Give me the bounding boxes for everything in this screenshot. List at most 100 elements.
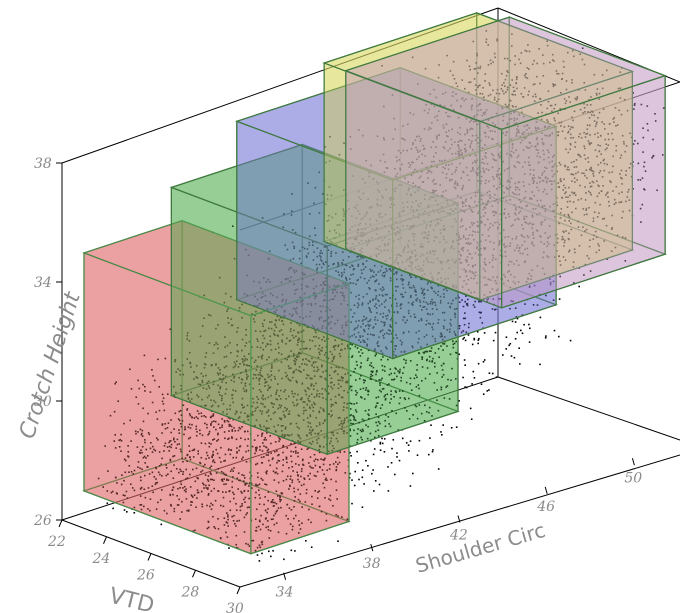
scatter-point <box>449 328 451 331</box>
scatter-point <box>335 514 337 516</box>
scatter-point <box>426 343 428 346</box>
scatter-point <box>201 503 203 506</box>
scatter-point <box>341 425 344 428</box>
scatter-point <box>443 293 445 295</box>
scatter-point <box>451 258 454 261</box>
scatter-point <box>169 440 172 442</box>
scatter-point <box>299 528 302 530</box>
scatter-point <box>293 517 295 520</box>
scatter-point <box>351 225 353 228</box>
scatter-point <box>246 414 249 417</box>
scatter-point <box>497 227 499 230</box>
scatter-point <box>564 239 566 242</box>
scatter-point <box>467 264 470 266</box>
scatter-point <box>266 470 268 472</box>
scatter-point <box>504 78 507 81</box>
scatter-point <box>381 442 384 445</box>
scatter-point <box>407 251 409 253</box>
scatter-point <box>428 108 430 111</box>
scatter-point <box>415 290 417 293</box>
scatter-point <box>356 238 358 240</box>
scatter-point <box>290 276 292 279</box>
scatter-point <box>192 530 194 532</box>
scatter-point <box>379 407 382 409</box>
scatter-point <box>470 291 472 294</box>
scatter-point <box>586 213 588 216</box>
scatter-point <box>157 501 159 504</box>
scatter-point <box>334 213 337 215</box>
scatter-point <box>571 79 573 81</box>
scatter-point <box>411 226 414 229</box>
scatter-point <box>333 384 335 386</box>
scatter-point <box>316 327 319 330</box>
scatter-point <box>596 88 599 90</box>
scatter-point <box>533 176 536 179</box>
scatter-point <box>181 457 183 460</box>
scatter-point <box>193 378 195 380</box>
scatter-point <box>207 480 210 482</box>
scatter-point <box>341 366 344 369</box>
scatter-point <box>132 473 134 475</box>
scatter-point <box>412 142 414 144</box>
scatter-point <box>391 447 393 450</box>
scatter-point <box>602 218 604 220</box>
scatter-point <box>255 530 258 532</box>
scatter-point <box>147 487 150 489</box>
scatter-point <box>330 403 333 406</box>
scatter-point <box>275 319 277 322</box>
scatter-point <box>462 184 464 187</box>
scatter-point <box>396 302 398 305</box>
scatter-point <box>590 142 593 144</box>
scatter-point <box>224 393 227 395</box>
scatter-point <box>374 430 377 433</box>
scatter-point <box>572 126 574 129</box>
scatter-point <box>349 402 351 404</box>
scatter-point <box>480 109 482 111</box>
scatter-point <box>390 340 393 343</box>
scatter-point <box>445 282 447 284</box>
scatter-point <box>458 296 460 299</box>
scatter-point <box>185 488 187 490</box>
scatter-point <box>537 189 540 192</box>
scatter-point <box>376 369 378 372</box>
scatter-point <box>448 398 451 400</box>
scatter-point <box>244 501 246 503</box>
scatter-point <box>372 326 375 328</box>
scatter-point <box>159 473 161 476</box>
scatter-point <box>247 375 249 378</box>
scatter-point <box>402 296 405 298</box>
scatter-point <box>313 375 316 377</box>
scatter-point <box>219 377 221 380</box>
scatter-point <box>524 303 526 305</box>
scatter-point <box>284 435 286 437</box>
scatter-point <box>492 254 494 257</box>
scatter-point <box>418 299 421 302</box>
scatter-point <box>312 467 314 469</box>
scatter-point <box>401 341 403 344</box>
scatter-point <box>399 370 401 373</box>
scatter-point <box>421 358 423 360</box>
scatter-point <box>504 134 507 137</box>
scatter-point <box>327 265 330 267</box>
scatter-point <box>217 384 219 387</box>
scatter-point <box>412 472 414 475</box>
scatter-point <box>178 429 180 431</box>
scatter-point <box>495 289 498 292</box>
scatter-point <box>273 523 276 526</box>
scatter-point <box>396 160 398 162</box>
scatter-point <box>270 394 272 397</box>
scatter-point <box>296 381 298 384</box>
scatter-point <box>621 177 623 180</box>
scatter-point <box>244 430 246 433</box>
scatter-point <box>437 218 440 221</box>
scatter-point <box>408 240 410 242</box>
scatter-point <box>551 166 554 168</box>
scatter-point <box>294 363 296 366</box>
scatter-point <box>350 414 353 416</box>
scatter-point <box>275 510 278 513</box>
scatter-point <box>455 378 457 380</box>
scatter-point <box>309 406 311 408</box>
scatter-point <box>335 466 338 468</box>
scatter-point <box>482 87 484 89</box>
scatter-point <box>213 438 216 440</box>
